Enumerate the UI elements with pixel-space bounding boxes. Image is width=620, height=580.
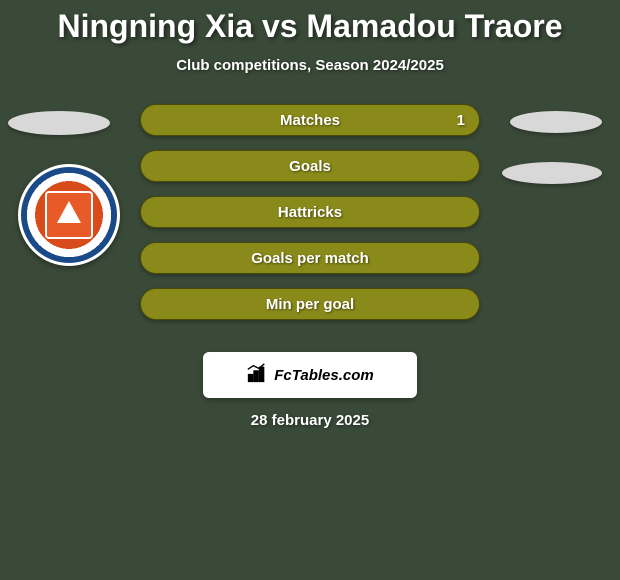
- club-badge-inner-icon: [45, 191, 93, 239]
- stat-bar-hattricks: Hattricks: [140, 196, 480, 228]
- branding-text: FcTables.com: [274, 367, 373, 384]
- stat-label: Hattricks: [278, 204, 342, 221]
- stat-label: Matches: [280, 112, 340, 129]
- page-subtitle: Club competitions, Season 2024/2025: [0, 57, 620, 74]
- stat-bar-goals-per-match: Goals per match: [140, 242, 480, 274]
- stat-label: Min per goal: [266, 296, 354, 313]
- player-right-placeholder-2: [502, 162, 602, 184]
- club-badge: [18, 164, 120, 266]
- stat-label: Goals: [289, 158, 331, 175]
- stat-bar-matches: Matches 1: [140, 104, 480, 136]
- chart-icon: [246, 362, 268, 389]
- date-label: 28 february 2025: [0, 412, 620, 429]
- stat-bar-min-per-goal: Min per goal: [140, 288, 480, 320]
- stat-value: 1: [457, 112, 465, 129]
- branding-box: FcTables.com: [203, 352, 417, 398]
- stat-bar-goals: Goals: [140, 150, 480, 182]
- player-left-placeholder: [8, 111, 110, 135]
- player-right-placeholder-1: [510, 111, 602, 133]
- page-title: Ningning Xia vs Mamadou Traore: [0, 0, 620, 45]
- stat-bar-list: Matches 1 Goals Hattricks Goals per matc…: [140, 104, 480, 334]
- stat-label: Goals per match: [251, 250, 369, 267]
